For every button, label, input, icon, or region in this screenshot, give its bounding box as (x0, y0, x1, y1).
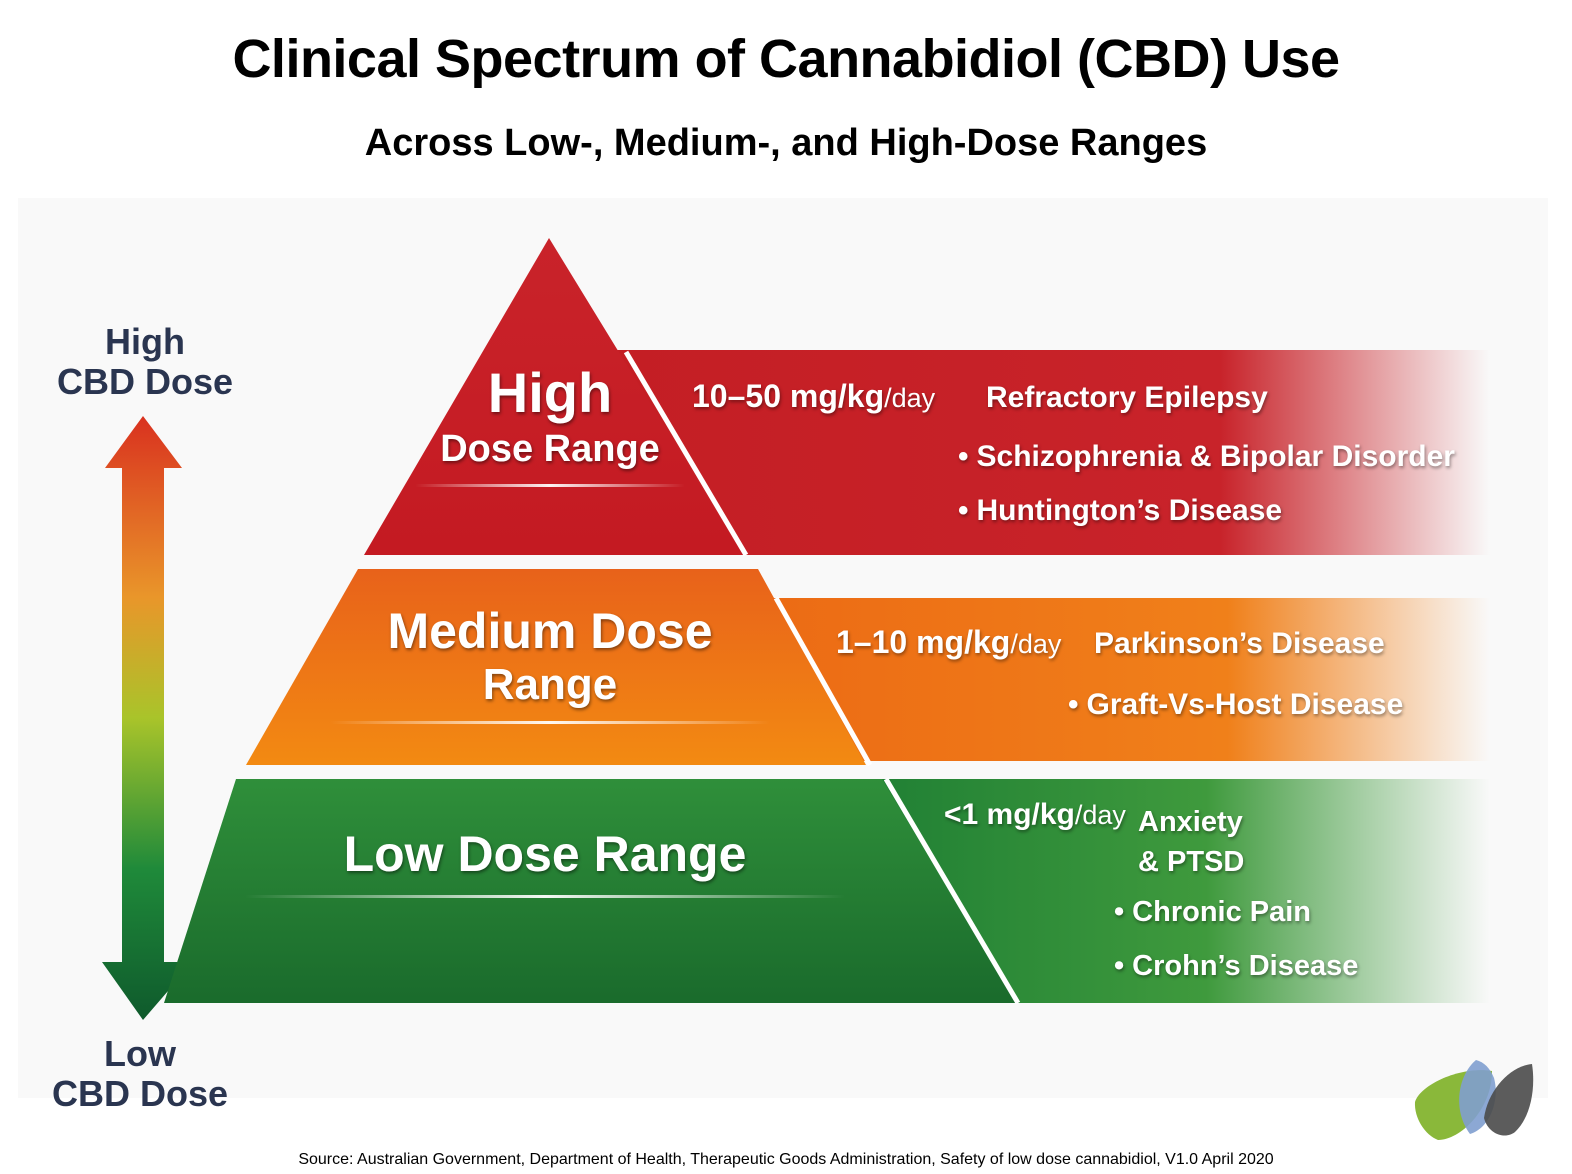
medium-tier-title-line1: Medium Dose (387, 603, 713, 659)
high-dose-value: 10–50 mg/kg/day (692, 378, 936, 414)
high-condition: Schizophrenia & Bipolar Disorder (958, 440, 1455, 474)
low-tier-underline (245, 895, 845, 898)
low-dose-axis-label: Low CBD Dose (51, 1033, 229, 1114)
high-tier-title: High (487, 361, 613, 424)
high-dose-axis-label: High CBD Dose (56, 321, 234, 402)
brand-logo (1414, 1060, 1534, 1140)
dose-axis-arrow (102, 416, 193, 1020)
low-condition: Anxiety (1138, 806, 1243, 838)
medium-tier-title-line2: Range (482, 660, 618, 709)
low-condition: Chronic Pain (1114, 896, 1311, 929)
medium-condition: Graft-Vs-Host Disease (1068, 688, 1404, 722)
medium-dose-tier (246, 569, 866, 765)
page-subtitle: Across Low-, Medium-, and High-Dose Rang… (364, 122, 1208, 164)
low-dose-tier (164, 779, 1016, 1003)
high-condition: Huntington’s Disease (958, 494, 1283, 528)
low-tier-title: Low Dose Range (343, 826, 747, 882)
high-condition: Refractory Epilepsy (986, 381, 1268, 414)
high-tier-underline (415, 484, 685, 487)
high-tier-subtitle: Dose Range (440, 428, 660, 470)
low-dose-value: <1 mg/kg/day (944, 798, 1126, 831)
low-condition: Crohn’s Disease (1114, 950, 1358, 983)
source-citation: Source: Australian Government, Departmen… (298, 1151, 1274, 1168)
medium-dose-value: 1–10 mg/kg/day (836, 624, 1062, 660)
high-dose-tier (364, 238, 743, 555)
medium-condition: Parkinson’s Disease (1094, 627, 1385, 660)
page-title: Clinical Spectrum of Cannabidiol (CBD) U… (232, 29, 1340, 89)
medium-tier-underline (330, 721, 770, 724)
low-condition: & PTSD (1138, 846, 1245, 878)
medium-dose-band (740, 598, 1490, 761)
